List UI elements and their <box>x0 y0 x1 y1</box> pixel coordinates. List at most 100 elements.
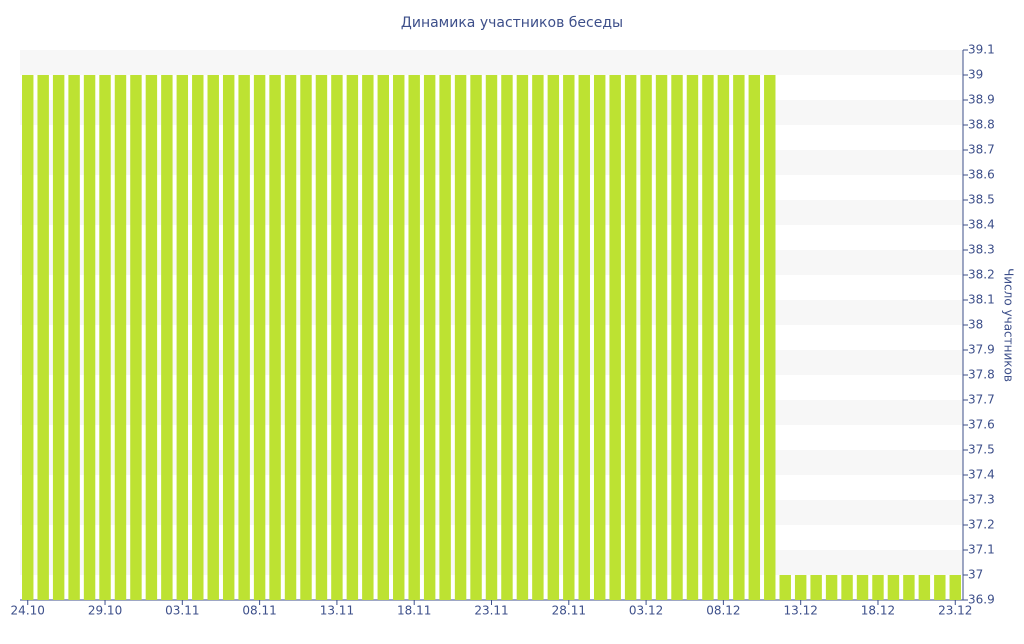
bar <box>949 575 961 600</box>
y-tick-label: 37.4 <box>968 468 995 482</box>
y-axis-label: Число участников <box>1002 268 1016 382</box>
x-tick-label: 08.12 <box>706 604 740 618</box>
bar <box>640 75 652 600</box>
y-tick-label: 37.2 <box>968 518 995 532</box>
y-tick-label: 38.5 <box>968 193 995 207</box>
bar <box>593 75 606 600</box>
x-tick-label: 03.11 <box>165 604 199 618</box>
bar <box>717 75 730 600</box>
y-tick-label: 38.8 <box>968 118 995 132</box>
bar <box>702 75 714 600</box>
bar <box>176 75 189 600</box>
y-tick-label: 37.7 <box>968 393 995 407</box>
y-tick-label: 38.3 <box>968 243 995 257</box>
bar <box>841 575 853 600</box>
y-tick-label: 37.5 <box>968 443 995 457</box>
y-tick-label: 37.1 <box>968 543 995 557</box>
y-tick-label: 38.1 <box>968 293 995 307</box>
bar <box>887 575 900 600</box>
bar <box>68 75 80 600</box>
bar <box>145 75 158 600</box>
bar <box>872 575 884 600</box>
y-tick-label: 37.3 <box>968 493 995 507</box>
bar <box>22 75 34 600</box>
bar <box>733 75 745 600</box>
bar <box>764 75 776 600</box>
bar <box>810 575 822 600</box>
bar <box>454 75 467 600</box>
x-tick-label: 18.12 <box>861 604 895 618</box>
x-tick-label: 29.10 <box>88 604 122 618</box>
x-tick-label: 13.12 <box>784 604 818 618</box>
bar <box>161 75 173 600</box>
x-tick-label: 03.12 <box>629 604 663 618</box>
bar <box>563 75 575 600</box>
bar <box>315 75 328 600</box>
x-tick-label: 24.10 <box>11 604 45 618</box>
bar <box>83 75 96 600</box>
bar <box>439 75 451 600</box>
y-tick-label: 38.7 <box>968 143 995 157</box>
bar <box>300 75 312 600</box>
x-tick-label: 23.11 <box>474 604 508 618</box>
bar <box>918 575 931 600</box>
bar <box>269 75 281 600</box>
x-tick-label: 18.11 <box>397 604 431 618</box>
bar <box>671 75 683 600</box>
y-tick-label: 37.9 <box>968 343 995 357</box>
y-tick-label: 38 <box>968 318 983 332</box>
bar <box>903 575 915 600</box>
bar <box>485 75 498 600</box>
bar <box>934 575 946 600</box>
bar <box>37 75 49 600</box>
bar <box>423 75 436 600</box>
bar <box>331 75 343 600</box>
y-tick-label: 38.4 <box>968 218 995 232</box>
bar <box>779 575 791 600</box>
bar <box>655 75 668 600</box>
y-tick-label: 38.6 <box>968 168 995 182</box>
y-tick-label: 36.9 <box>968 593 995 607</box>
bar <box>825 575 838 600</box>
bar <box>222 75 235 600</box>
x-tick-label: 08.11 <box>242 604 276 618</box>
grid-band <box>20 50 963 75</box>
bar <box>794 575 807 600</box>
bar <box>377 75 390 600</box>
bar <box>686 75 699 600</box>
x-tick-label: 23.12 <box>938 604 972 618</box>
y-tick-label: 39.1 <box>968 43 995 57</box>
bar <box>501 75 513 600</box>
bar <box>547 75 560 600</box>
bar <box>99 75 111 600</box>
bar <box>362 75 374 600</box>
bar <box>748 75 761 600</box>
y-tick-label: 39 <box>968 68 983 82</box>
bar <box>346 75 359 600</box>
bar <box>393 75 405 600</box>
bar <box>516 75 529 600</box>
bar <box>609 75 621 600</box>
bar <box>578 75 590 600</box>
y-tick-label: 37 <box>968 568 983 582</box>
bar <box>114 75 127 600</box>
bar <box>253 75 266 600</box>
bar <box>532 75 544 600</box>
x-tick-label: 28.11 <box>552 604 586 618</box>
bar <box>284 75 297 600</box>
y-tick-label: 38.2 <box>968 268 995 282</box>
bar <box>408 75 420 600</box>
y-tick-label: 37.8 <box>968 368 995 382</box>
bar <box>624 75 637 600</box>
bar <box>207 75 219 600</box>
bar <box>470 75 482 600</box>
y-tick-label: 37.6 <box>968 418 995 432</box>
chart-title: Динамика участников беседы <box>401 15 623 31</box>
bar <box>856 575 869 600</box>
bar <box>238 75 250 600</box>
bar <box>130 75 142 600</box>
bar <box>192 75 204 600</box>
y-tick-label: 38.9 <box>968 93 995 107</box>
bar <box>52 75 65 600</box>
